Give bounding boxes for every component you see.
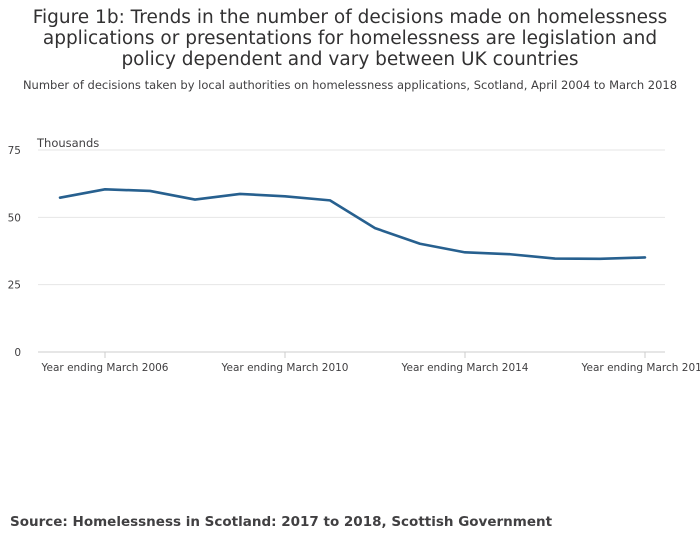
line-chart: 0 25 50 75 Thousands Year ending March 2006 Ye…: [8, 136, 700, 374]
chart-title: Figure 1b: Trends in the number of decis…: [32, 7, 668, 70]
axes: [38, 351, 665, 358]
y-tick-label: 0: [14, 347, 21, 359]
y-tick-label: 25: [8, 280, 21, 292]
chart-subtitle: Number of decisions taken by local autho…: [22, 78, 678, 92]
y-tick-label: 50: [8, 212, 21, 224]
x-tick-label: Year ending March 2018: [581, 362, 700, 374]
x-tick-label: Year ending March 2014: [401, 362, 529, 374]
x-tick-label: Year ending March 2010: [221, 362, 349, 374]
x-tick-label: Year ending March 2006: [41, 362, 169, 374]
labels: 0 25 50 75 Thousands Year ending March 2006 Ye…: [8, 136, 700, 374]
y-tick-label: 75: [8, 145, 21, 157]
series-line: [58, 188, 647, 261]
source-note: Source: Homelessness in Scotland: 2017 t…: [10, 514, 553, 530]
series-layer: [58, 188, 647, 261]
y-axis-label: Thousands: [36, 136, 99, 150]
gridlines: [38, 149, 665, 286]
